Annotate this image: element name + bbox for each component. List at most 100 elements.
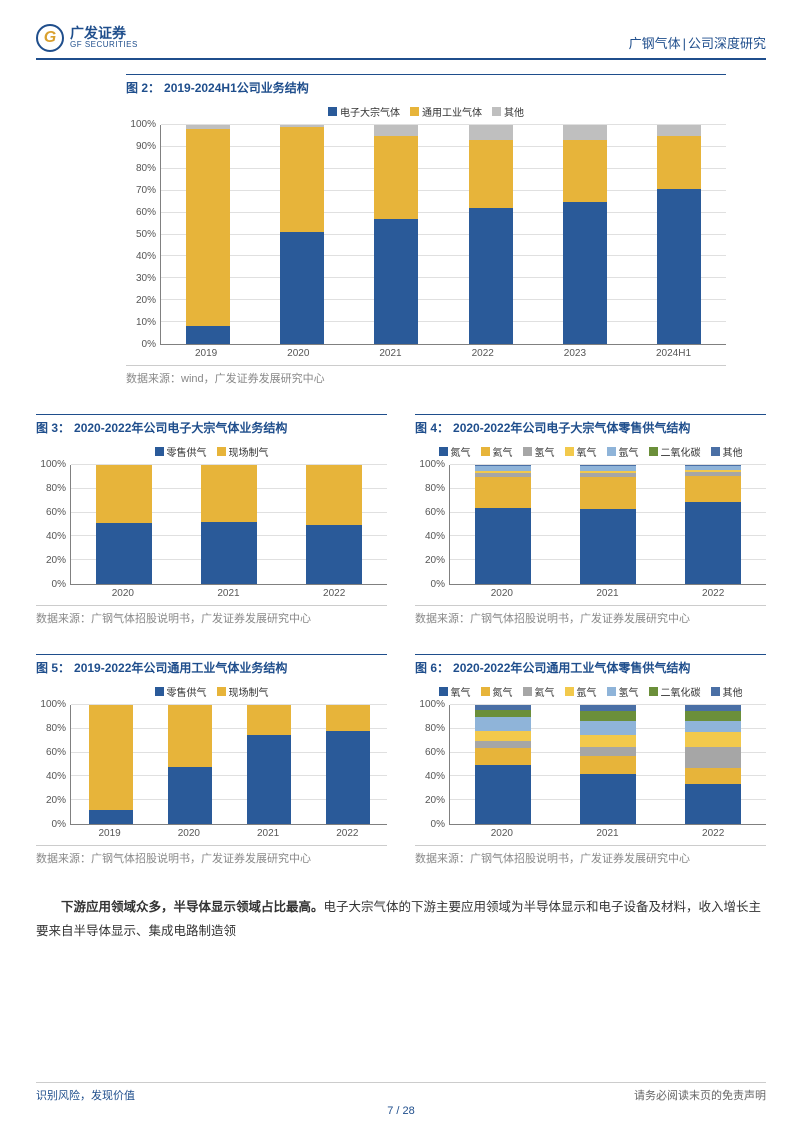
x-axis: 202020212022 [70,588,387,599]
bar-segment [96,523,152,584]
bar-segment [475,765,531,825]
bars-row [71,465,387,584]
bar-column [469,125,513,344]
body-paragraph: 下游应用领域众多，半导体显示领域占比最高。电子大宗气体的下游主要应用领域为半导体… [36,896,766,944]
legend-label: 现场制气 [229,684,269,699]
bar-segment [475,477,531,508]
bar-segment [563,202,607,344]
bar-segment [685,747,741,768]
fig2-title: 图 2：2019-2024H1公司业务结构 [126,74,726,96]
bar-column [326,705,370,824]
fig4-chart: 氮气氦气氢气氧气氩气二氧化碳其他0%20%40%60%80%100%202020… [415,444,766,599]
logo-text-en: GF SECURITIES [70,41,138,50]
legend-swatch [523,447,532,456]
x-tick: 2021 [217,588,239,599]
bar-segment [469,208,513,344]
bar-segment [685,502,741,584]
fig4-source: 数据来源：广钢气体招股说明书，广发证券发展研究中心 [415,605,766,626]
legend-item: 其他 [492,104,524,119]
bar-segment [247,735,291,824]
plot-area [70,705,387,825]
legend-swatch [565,687,574,696]
legend-label: 其他 [504,104,524,119]
legend-label: 通用工业气体 [422,104,482,119]
bar-segment [326,731,370,824]
legend-item: 氧气 [565,444,597,459]
legend-label: 氩气 [619,444,639,459]
y-axis: 0%20%40%60%80%100% [36,465,70,585]
bar-column [168,705,212,824]
bar-segment [657,125,701,136]
x-tick: 2022 [702,828,724,839]
legend-item: 其他 [711,444,743,459]
bars-row [450,465,766,584]
legend-item: 氦气 [523,684,555,699]
bar-segment [685,732,741,746]
x-tick: 2020 [287,348,309,359]
y-axis: 0%10%20%30%40%50%60%70%80%90%100% [126,125,160,345]
legend-item: 零售供气 [155,444,207,459]
x-tick: 2020 [112,588,134,599]
bar-segment [280,232,324,344]
bar-column [580,705,636,824]
legend-swatch [439,687,448,696]
fig6-source: 数据来源：广钢气体招股说明书，广发证券发展研究中心 [415,845,766,866]
legend-item: 现场制气 [217,684,269,699]
legend-swatch [607,447,616,456]
legend-label: 氮气 [493,684,513,699]
legend-label: 氢气 [619,684,639,699]
bar-segment [306,525,362,585]
fig5-chart: 零售供气现场制气0%20%40%60%80%100%20192020202120… [36,684,387,839]
bar-column [657,125,701,344]
legend-swatch [481,447,490,456]
bar-column [247,705,291,824]
chart-legend: 电子大宗气体通用工业气体其他 [126,104,726,119]
legend-item: 氮气 [481,684,513,699]
legend-label: 氢气 [535,444,555,459]
legend-swatch [649,687,658,696]
legend-label: 零售供气 [167,684,207,699]
x-tick: 2021 [596,588,618,599]
x-tick: 2019 [99,828,121,839]
bar-segment [580,711,636,721]
legend-label: 氮气 [451,444,471,459]
bar-segment [685,784,741,824]
bar-column [580,465,636,584]
bar-segment [563,140,607,201]
legend-label: 氦气 [493,444,513,459]
legend-swatch [492,107,501,116]
fig2-source-label: 数据来源： [126,373,181,385]
bar-segment [469,140,513,208]
bar-column [89,705,133,824]
bar-segment [580,756,636,774]
bar-segment [469,125,513,140]
bar-segment [475,710,531,717]
bar-column [306,465,362,584]
bar-segment [280,127,324,232]
plot-area [70,465,387,585]
bar-segment [685,768,741,783]
legend-label: 氧气 [451,684,471,699]
bar-segment [168,705,212,767]
legend-item: 氧气 [439,684,471,699]
bars-row [161,125,726,344]
logo-icon: G [36,24,64,52]
legend-swatch [607,687,616,696]
legend-swatch [328,107,337,116]
legend-item: 其他 [711,684,743,699]
x-tick: 2022 [702,588,724,599]
fig2-chart: 电子大宗气体通用工业气体其他0%10%20%30%40%50%60%70%80%… [126,104,726,359]
legend-item: 二氧化碳 [649,444,701,459]
bar-column [201,465,257,584]
header-separator: | [683,36,686,51]
legend-label: 其他 [723,444,743,459]
bar-segment [326,705,370,731]
fig3-source: 数据来源：广钢气体招股说明书，广发证券发展研究中心 [36,605,387,626]
page-number: 7 / 28 [36,1105,766,1117]
legend-label: 氦气 [535,684,555,699]
x-axis: 2019202020212022 [70,828,387,839]
fig4-source-label: 数据来源： [415,613,470,625]
legend-label: 现场制气 [229,444,269,459]
fig3-number: 图 3： [36,421,70,435]
fig6-source-text: 广钢气体招股说明书，广发证券发展研究中心 [470,853,690,865]
